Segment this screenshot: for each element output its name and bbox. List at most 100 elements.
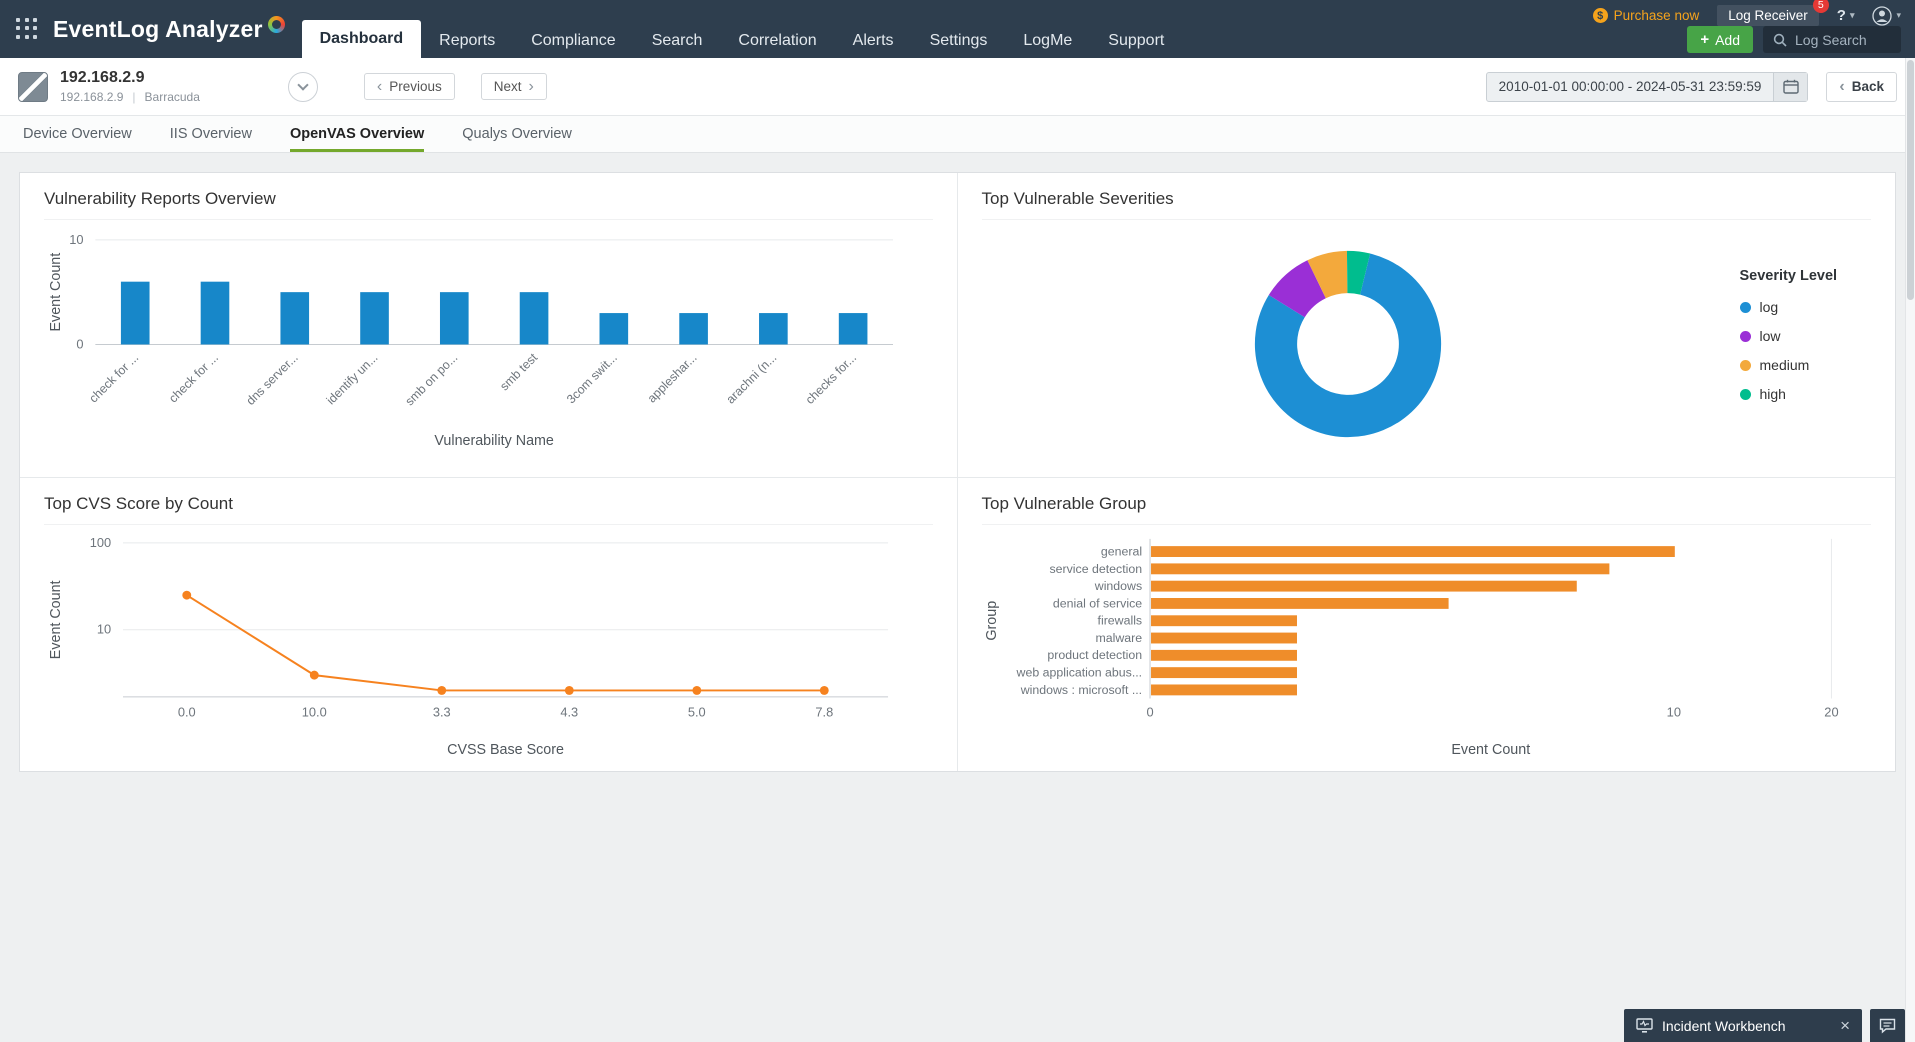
calendar-button[interactable]: [1773, 72, 1808, 101]
nav-tab-support[interactable]: Support: [1108, 32, 1165, 49]
back-button[interactable]: ‹ Back: [1826, 71, 1897, 102]
svg-text:general: general: [1100, 544, 1141, 558]
svg-text:0: 0: [1146, 704, 1153, 719]
panel-title: Vulnerability Reports Overview: [44, 189, 933, 220]
nav-tab-reports[interactable]: Reports: [439, 32, 496, 49]
apps-grid-icon[interactable]: [16, 17, 39, 41]
top-header: EventLog Analyzer Dashboard Reports Compli…: [0, 0, 1915, 58]
svg-text:denial of service: denial of service: [1052, 596, 1141, 610]
feedback-chat-button[interactable]: [1870, 1009, 1905, 1042]
nav-tab-alerts[interactable]: Alerts: [852, 32, 894, 49]
previous-button[interactable]: ‹ Previous: [363, 73, 455, 100]
calendar-icon: [1783, 79, 1799, 94]
panel-title: Top Vulnerable Group: [981, 494, 1871, 525]
main-nav: Dashboard Reports Compliance Search Correlat…: [301, 0, 1183, 58]
svg-text:0: 0: [76, 336, 83, 351]
plus-icon: +: [1700, 31, 1710, 48]
svg-text:service detection: service detection: [1049, 562, 1142, 576]
svg-text:10.0: 10.0: [302, 705, 327, 720]
nav-tab-compliance[interactable]: Compliance: [531, 32, 616, 49]
date-range-value: 2010-01-01 00:00:00 - 2024-05-31 23:59:5…: [1498, 79, 1762, 94]
panel-title: Top Vulnerable Severities: [981, 189, 1871, 220]
svg-text:identify un...: identify un...: [324, 351, 381, 408]
device-name: 192.168.2.9: [60, 69, 145, 86]
user-menu[interactable]: ▾: [1872, 5, 1901, 26]
legend-item-medium[interactable]: medium: [1739, 357, 1838, 373]
svg-text:smb test: smb test: [497, 350, 540, 393]
device-dropdown-button[interactable]: [287, 71, 318, 102]
legend-item-low[interactable]: low: [1739, 328, 1838, 344]
header-right: Purchase now Log Receiver 5 ? ▾ ▾ +: [1592, 0, 1915, 58]
svg-text:3com swit...: 3com swit...: [564, 351, 620, 407]
legend-bullet-icon: [1739, 359, 1751, 371]
log-search-placeholder: Log Search: [1795, 31, 1867, 48]
cvs-score-line-chart[interactable]: 10 100 0.0 10.0 3.3 4.3 5.0 7.8 CVSS Base Score E…: [44, 531, 933, 763]
legend-item-high[interactable]: high: [1739, 386, 1838, 402]
logo-swirl-icon: [267, 15, 285, 33]
view-tab-openvas-overview[interactable]: OpenVAS Overview: [289, 116, 425, 152]
view-tab-qualys-overview[interactable]: Qualys Overview: [462, 125, 572, 142]
purchase-now-link[interactable]: Purchase now: [1592, 8, 1700, 23]
device-meta: 192.168.2.9 192.168.2.9 | Barracuda: [60, 69, 200, 104]
svg-text:10: 10: [1666, 704, 1680, 719]
incident-monitor-icon: [1636, 1018, 1653, 1033]
header-utility-row: Purchase now Log Receiver 5 ? ▾ ▾: [1592, 0, 1901, 26]
log-search-input[interactable]: Log Search: [1763, 26, 1901, 53]
device-type: Barracuda: [144, 90, 200, 104]
device-toolbar: 192.168.2.9 192.168.2.9 | Barracuda ‹ Pr…: [0, 58, 1915, 116]
chevron-down-icon: [297, 78, 309, 91]
nav-tab-dashboard[interactable]: Dashboard: [301, 20, 422, 58]
vulnerable-group-bar-chart[interactable]: general service detection windows denial of…: [982, 531, 1872, 768]
purchase-now-label: Purchase now: [1613, 8, 1700, 23]
toolbar-right: 2010-01-01 00:00:00 - 2024-05-31 23:59:5…: [1485, 71, 1897, 102]
svg-text:checks for...: checks for...: [803, 351, 859, 407]
device-subtitle: 192.168.2.9 | Barracuda: [60, 90, 200, 104]
svg-text:malware: malware: [1095, 631, 1142, 645]
date-range-picker[interactable]: 2010-01-01 00:00:00 - 2024-05-31 23:59:5…: [1485, 71, 1809, 102]
search-icon: [1773, 33, 1787, 47]
legend-label: low: [1759, 328, 1781, 344]
chat-icon: [1879, 1018, 1896, 1034]
nav-tab-logme[interactable]: LogMe: [1023, 32, 1073, 49]
separator: |: [132, 90, 136, 104]
nav-tab-correlation[interactable]: Correlation: [738, 32, 817, 49]
add-button-label: Add: [1715, 31, 1740, 48]
next-label: Next: [493, 79, 522, 94]
add-button[interactable]: + Add: [1687, 26, 1753, 53]
help-menu[interactable]: ? ▾: [1837, 7, 1855, 24]
panel-cvs-score: Top CVS Score by Count 10 100 0.0 10.0 3.3 4.…: [20, 478, 958, 771]
severity-donut-chart[interactable]: [1252, 248, 1444, 440]
svg-text:product detection: product detection: [1047, 648, 1142, 662]
caret-down-icon: ▾: [1849, 10, 1855, 20]
legend-title: Severity Level: [1739, 268, 1838, 284]
nav-tab-settings[interactable]: Settings: [929, 32, 988, 49]
app-logo: EventLog Analyzer: [53, 15, 285, 43]
panel-top-severities: Top Vulnerable Severities Severity Level…: [957, 173, 1895, 478]
svg-text:5.0: 5.0: [688, 705, 706, 720]
previous-label: Previous: [389, 79, 442, 94]
svg-text:7.8: 7.8: [815, 705, 833, 720]
svg-text:firewalls: firewalls: [1097, 614, 1142, 628]
nav-tab-search[interactable]: Search: [651, 32, 703, 49]
log-receiver-button[interactable]: Log Receiver 5: [1717, 0, 1829, 26]
svg-text:20: 20: [1824, 704, 1838, 719]
legend-items: log low medium high: [1739, 299, 1838, 402]
incident-workbench-bar[interactable]: Incident Workbench ×: [1624, 1009, 1862, 1042]
severity-donut-wrap: Severity Level log low medium high: [982, 226, 1872, 464]
notification-badge: 5: [1812, 0, 1829, 13]
page-scrollbar[interactable]: [1905, 58, 1915, 1042]
view-tab-iis-overview[interactable]: IIS Overview: [169, 125, 252, 142]
scrollbar-thumb[interactable]: [1907, 60, 1914, 300]
chevron-left-icon: ‹: [1839, 77, 1845, 95]
svg-text:CVSS Base Score: CVSS Base Score: [447, 742, 564, 758]
legend-label: high: [1759, 386, 1786, 402]
svg-text:Event Count: Event Count: [48, 580, 64, 659]
next-button[interactable]: Next ›: [480, 73, 547, 100]
panel-grid: Vulnerability Reports Overview 10 0 check …: [19, 172, 1896, 772]
close-icon[interactable]: ×: [1840, 1016, 1850, 1035]
panel-vulnerability-reports: Vulnerability Reports Overview 10 0 check …: [20, 173, 958, 478]
svg-text:dns server...: dns server...: [243, 351, 300, 408]
view-tab-device-overview[interactable]: Device Overview: [23, 125, 132, 142]
legend-item-log[interactable]: log: [1739, 299, 1838, 315]
